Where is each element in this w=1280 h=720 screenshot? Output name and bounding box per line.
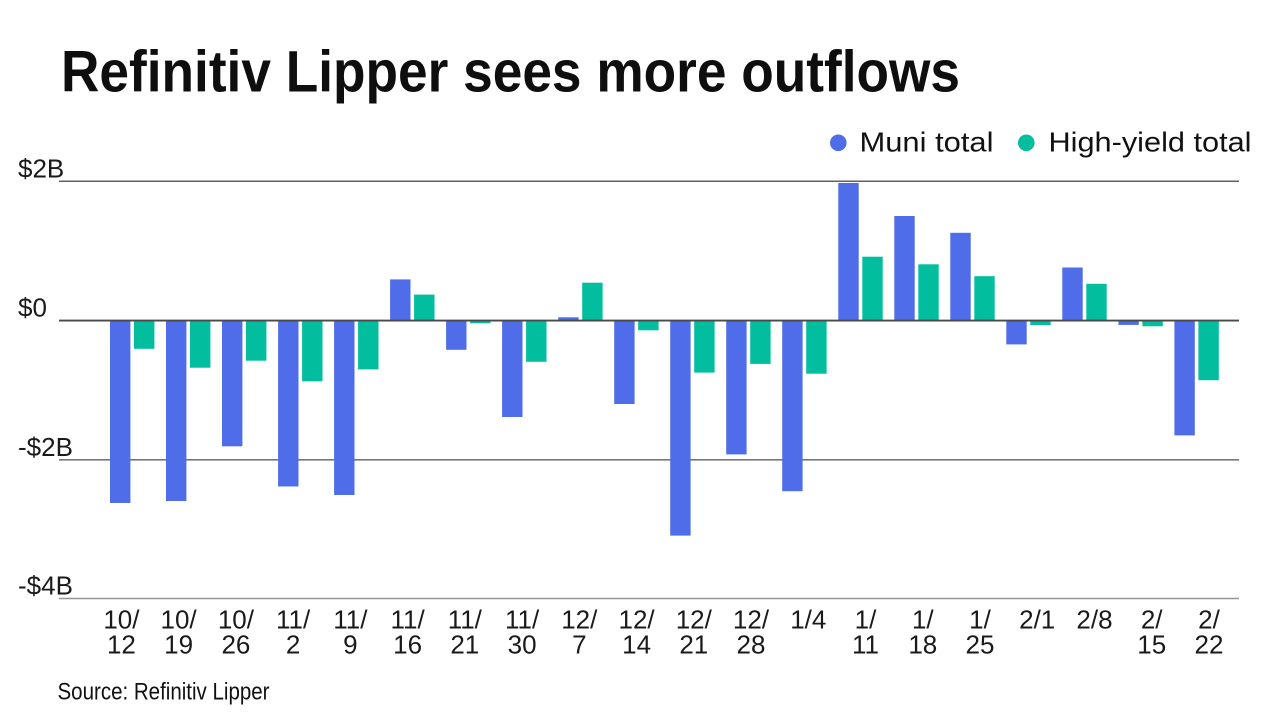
svg-text:Refinitiv Lipper sees more out: Refinitiv Lipper sees more outflows <box>61 40 960 105</box>
svg-text:25: 25 <box>966 630 995 660</box>
svg-text:15: 15 <box>1137 630 1166 660</box>
svg-text:10/: 10/ <box>103 605 140 635</box>
svg-text:14: 14 <box>622 630 651 660</box>
svg-text:1/: 1/ <box>912 605 934 635</box>
svg-text:2/8: 2/8 <box>1076 605 1112 635</box>
svg-text:11/: 11/ <box>448 605 483 635</box>
svg-text:$0: $0 <box>18 293 47 323</box>
svg-text:1/: 1/ <box>969 605 991 635</box>
svg-text:11/: 11/ <box>276 605 311 635</box>
svg-text:2/: 2/ <box>1198 605 1220 635</box>
svg-text:1/: 1/ <box>855 605 877 635</box>
svg-text:10/: 10/ <box>161 605 198 635</box>
svg-text:High-yield total: High-yield total <box>1049 127 1252 158</box>
svg-text:21: 21 <box>679 630 708 660</box>
svg-text:26: 26 <box>221 630 250 660</box>
svg-text:7: 7 <box>572 630 586 660</box>
svg-text:22: 22 <box>1195 630 1224 660</box>
svg-text:11/: 11/ <box>505 605 540 635</box>
svg-text:16: 16 <box>393 630 422 660</box>
svg-text:10/: 10/ <box>218 605 255 635</box>
svg-text:2/1: 2/1 <box>1019 605 1055 635</box>
svg-text:-$2B: -$2B <box>18 432 73 462</box>
svg-text:Source: Refinitiv Lipper: Source: Refinitiv Lipper <box>58 679 270 706</box>
svg-text:18: 18 <box>908 630 937 660</box>
svg-text:$2B: $2B <box>18 154 64 184</box>
svg-text:30: 30 <box>508 630 537 660</box>
svg-text:Muni total: Muni total <box>860 127 994 158</box>
svg-text:19: 19 <box>164 630 193 660</box>
svg-text:21: 21 <box>450 630 479 660</box>
svg-text:2/: 2/ <box>1141 605 1163 635</box>
svg-text:11: 11 <box>852 630 879 660</box>
svg-text:28: 28 <box>737 630 766 660</box>
svg-text:1/4: 1/4 <box>790 605 826 635</box>
svg-text:12: 12 <box>107 630 136 660</box>
svg-text:12/: 12/ <box>733 605 770 635</box>
svg-text:12/: 12/ <box>676 605 713 635</box>
svg-text:12/: 12/ <box>561 605 598 635</box>
svg-text:-$4B: -$4B <box>18 571 73 601</box>
svg-text:9: 9 <box>343 630 357 660</box>
svg-text:2: 2 <box>286 630 300 660</box>
svg-text:11/: 11/ <box>333 605 368 635</box>
svg-text:11/: 11/ <box>390 605 425 635</box>
svg-text:12/: 12/ <box>619 605 656 635</box>
